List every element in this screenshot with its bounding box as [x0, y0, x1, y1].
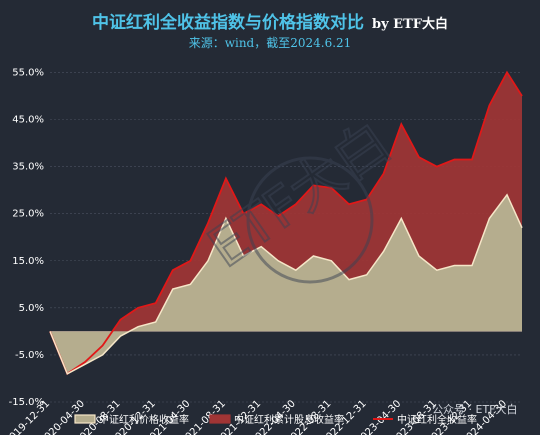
wechat-mark: 公众号 · ETF大白: [432, 402, 518, 416]
y-tick-label: 25.0%: [12, 209, 44, 220]
chart-title: 中证红利全收益指数与价格指数对比 by ETF大白: [0, 8, 540, 33]
chart-subtitle: 来源：wind，截至2024.6.21: [188, 36, 352, 50]
y-axis: -15.0% -5.0% 5.0% 15.0% 25.0% 35.0% 45.0% 55.0%: [9, 67, 44, 408]
price-area: [50, 194, 522, 374]
y-tick-label: -15.0%: [9, 397, 44, 408]
legend-label: 中证红利价格收益率: [99, 413, 189, 426]
legend-swatch: [209, 414, 231, 424]
byline: by ETF大白: [372, 17, 448, 32]
price-return-line: [49, 193, 523, 375]
series-lines: [49, 70, 523, 376]
y-tick-label: 55.0%: [12, 67, 44, 78]
legend-label: 中证红利全收益率: [397, 413, 477, 426]
y-tick-label: 45.0%: [12, 115, 44, 126]
legend-label: 中证红利累计股息收益率: [234, 413, 344, 426]
y-tick-label: -5.0%: [15, 350, 44, 361]
legend: 中证红利价格收益率 中证红利累计股息收益率 中证红利全收益率: [74, 413, 477, 426]
watermark-ring: [246, 156, 374, 284]
y-tick-label: 5.0%: [19, 303, 44, 314]
legend-swatch: [74, 414, 96, 424]
title-text: 中证红利全收益指数与价格指数对比: [92, 13, 364, 33]
y-tick-label: 15.0%: [12, 256, 44, 267]
y-tick-label: 35.0%: [12, 162, 44, 173]
total-return-line: [49, 70, 523, 376]
